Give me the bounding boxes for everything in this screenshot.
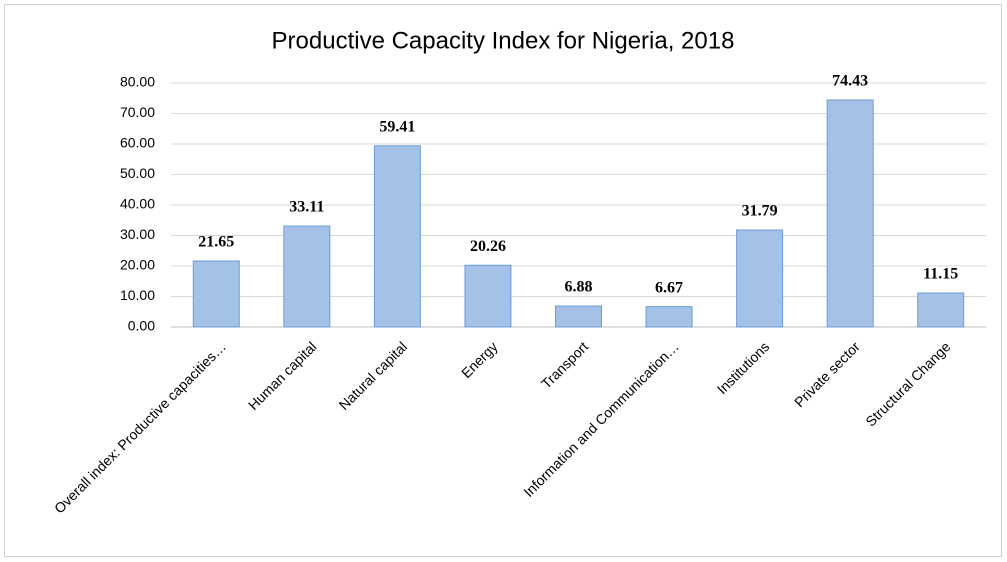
data-label: 6.88 xyxy=(565,279,593,296)
data-label: 59.41 xyxy=(379,118,415,135)
y-tick-label: 20.00 xyxy=(120,257,155,273)
bar xyxy=(373,145,421,328)
data-label: 33.11 xyxy=(289,199,324,216)
data-label: 20.26 xyxy=(470,238,506,255)
bar xyxy=(192,260,240,328)
bar xyxy=(917,292,965,328)
bar xyxy=(464,264,512,328)
y-tick-label: 50.00 xyxy=(120,165,155,181)
y-tick-label: 70.00 xyxy=(120,104,155,120)
data-label: 21.65 xyxy=(198,234,234,251)
data-label: 31.79 xyxy=(742,203,778,220)
y-tick-label: 10.00 xyxy=(120,287,155,303)
y-tick-label: 60.00 xyxy=(120,135,155,151)
y-tick-label: 80.00 xyxy=(120,74,155,90)
bar xyxy=(736,229,784,328)
data-label: 74.43 xyxy=(832,73,868,90)
bar xyxy=(555,305,602,328)
y-tick-label: 0.00 xyxy=(128,318,155,334)
y-tick-label: 40.00 xyxy=(120,196,155,212)
chart-title: Productive Capacity Index for Nigeria, 2… xyxy=(272,27,735,54)
bar xyxy=(645,306,693,328)
bar xyxy=(283,225,331,328)
data-label: 11.15 xyxy=(923,266,958,283)
y-tick-label: 30.00 xyxy=(120,226,155,242)
bar xyxy=(826,99,874,328)
data-label: 6.67 xyxy=(655,279,683,296)
